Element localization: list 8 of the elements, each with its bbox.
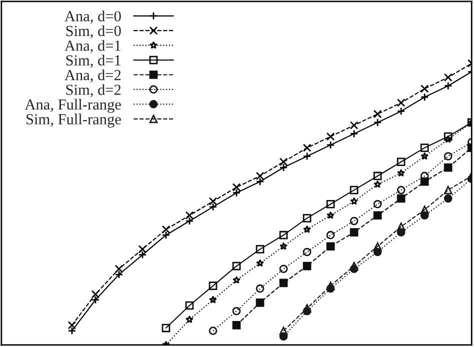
legend-label: Sim, d=2: [66, 84, 121, 98]
legend-label: Sim, d=1: [66, 54, 121, 68]
legend-label: Ana, d=2: [64, 69, 121, 82]
legend-label: Sim, Full-range: [26, 114, 121, 128]
legend-label: Ana, d=0: [64, 10, 121, 24]
legend-label: Ana, d=1: [64, 40, 121, 54]
legend-label: Ana, Full-range: [24, 98, 121, 113]
legend-label: Sim, d=0: [66, 25, 121, 38]
